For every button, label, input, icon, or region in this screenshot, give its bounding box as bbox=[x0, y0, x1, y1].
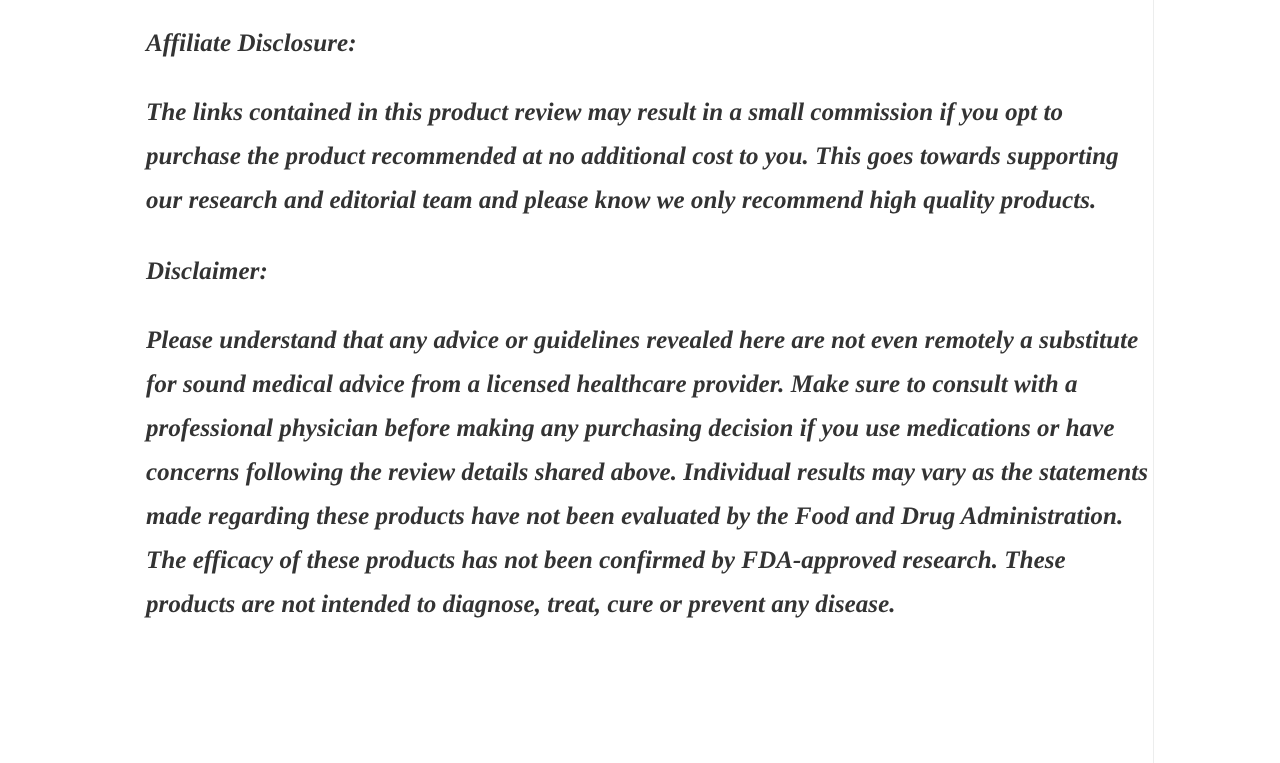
disclaimer-paragraph: Please understand that any advice or gui… bbox=[146, 327, 1149, 618]
affiliate-disclosure-section: Affiliate Disclosure: The links containe… bbox=[146, 22, 1150, 223]
disclosure-article: Affiliate Disclosure: The links containe… bbox=[146, 0, 1150, 627]
heading-spacer bbox=[146, 66, 1150, 91]
affiliate-disclosure-heading: Affiliate Disclosure: bbox=[146, 30, 357, 57]
disclaimer-section: Disclaimer: Please understand that any a… bbox=[146, 250, 1150, 627]
section-spacer bbox=[146, 223, 1150, 250]
disclaimer-heading: Disclaimer: bbox=[146, 258, 268, 285]
heading-spacer bbox=[146, 294, 1150, 319]
content-column-divider bbox=[1153, 0, 1154, 763]
affiliate-disclosure-paragraph: The links contained in this product revi… bbox=[146, 99, 1119, 214]
